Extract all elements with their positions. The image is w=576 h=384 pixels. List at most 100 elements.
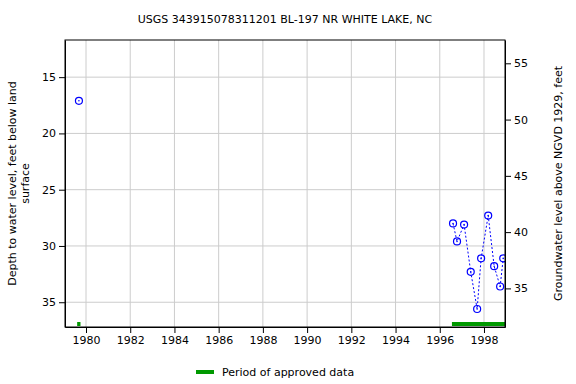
y-axis-title-line: surface [19,163,32,204]
tick-mark [440,327,441,333]
legend-swatch [196,370,214,374]
tick: 1992 [338,327,366,347]
data-point [491,263,498,270]
tick-label: 1988 [249,334,277,347]
y2-axis: 35 40 45 50 55 [505,41,528,328]
data-point [485,212,492,219]
marker [467,268,474,275]
tick-mark [505,63,511,64]
data-point [500,255,505,262]
marker [75,97,82,104]
marker [500,255,505,262]
tick-mark [351,327,352,333]
marker [478,255,485,262]
tick-mark [505,288,511,289]
marker-center [452,223,454,225]
grid-line-x [395,40,396,327]
grid-line-y [65,189,505,190]
marker [450,220,457,227]
tick-label: 1982 [117,334,145,347]
tick-label: 20 [42,127,56,140]
plot-frame [65,40,505,327]
tick-label: 35 [514,282,528,295]
marker [491,263,498,270]
x-axis: 1980198219841986198819901992199419961998 [66,327,506,347]
marker [497,283,504,290]
tick: 1982 [117,327,145,347]
tick: 30 [42,240,65,253]
grid-line-x [130,40,131,327]
tick-mark [59,77,65,78]
tick: 35 [42,296,65,309]
tick-label: 15 [42,71,56,84]
chart: 1980198219841986198819901992199419961998… [0,0,576,384]
marker-center [493,265,495,267]
tick: 55 [505,57,528,70]
tick-mark [59,246,65,247]
data-point [75,97,82,104]
tick-mark [130,327,131,333]
grid-line-x [218,40,219,327]
y-axis-title: Depth to water level, feet below landsur… [6,81,32,286]
marker [474,305,481,312]
grid-line-y [65,133,505,134]
marker-center [78,100,80,102]
tick: 1996 [426,327,454,347]
grid [65,40,505,327]
tick: 1984 [161,327,189,347]
tick: 40 [505,226,528,239]
tick-mark [263,327,264,333]
tick-mark [59,133,65,134]
tick: 1980 [73,327,101,347]
y-axis: 15 20 25 30 35 [42,41,66,328]
tick-label: 45 [514,170,528,183]
grid-line-y [65,245,505,246]
tick: 1994 [382,327,410,347]
marker-center [463,224,465,226]
tick: 35 [505,282,528,295]
marker [454,238,461,245]
tick-mark [174,327,175,333]
tick-label: 1992 [338,334,366,347]
marker-center [487,215,489,217]
grid-line-x [483,40,484,327]
tick-mark [59,302,65,303]
data-point [450,220,457,227]
plot-area [75,97,505,324]
tick: 1988 [249,327,277,347]
tick-label: 35 [42,296,56,309]
tick-label: 40 [514,226,528,239]
axis-line [66,327,506,328]
tick-mark [86,327,87,333]
grid-line-x [439,40,440,327]
tick: 50 [505,114,528,127]
title: USGS 343915078311201 BL-197 NR WHITE LAK… [138,13,433,26]
tick: 1986 [205,327,233,347]
tick-mark [396,327,397,333]
tick-label: 1980 [73,334,101,347]
marker [461,221,468,228]
approved-period [452,322,505,326]
tick-label: 55 [514,57,528,70]
approved-period [77,322,80,326]
tick-label: 1996 [426,334,454,347]
y-axis-title-line: Depth to water level, feet below land [6,81,19,286]
marker-center [502,258,504,260]
series-line [79,101,503,309]
data-point [478,255,485,262]
tick-label: 25 [42,184,56,197]
tick-label: 1984 [161,334,189,347]
data-point [497,283,504,290]
grid-line-y [65,302,505,303]
grid-line-x [86,40,87,327]
tick: 1998 [470,327,498,347]
tick-mark [219,327,220,333]
tick-label: 50 [514,114,528,127]
tick-label: 1986 [205,334,233,347]
grid-line-x [351,40,352,327]
tick-mark [59,190,65,191]
grid-line-x [174,40,175,327]
marker-center [480,258,482,260]
tick: 15 [42,71,65,84]
tick-mark [484,327,485,333]
